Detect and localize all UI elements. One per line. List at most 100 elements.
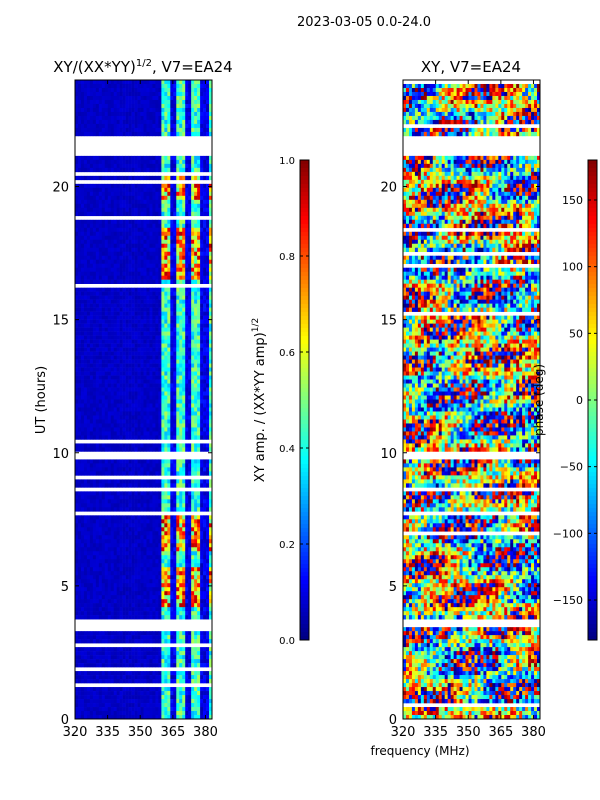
amplitude-cell	[107, 159, 112, 165]
amplitude-cell	[200, 435, 204, 440]
amplitude-cell	[185, 187, 189, 193]
amplitude-cell	[113, 107, 117, 113]
amplitude-cell	[203, 175, 207, 181]
amplitude-cell	[98, 491, 103, 496]
amplitude-cell	[152, 235, 156, 241]
amplitude-cell	[173, 523, 177, 528]
amplitude-cell	[83, 531, 88, 536]
amplitude-cell	[77, 319, 82, 324]
amplitude-cell	[170, 351, 174, 356]
amplitude-cell	[80, 547, 85, 552]
amplitude-cell	[95, 499, 100, 504]
amplitude-cell	[149, 131, 153, 137]
amplitude-cell	[140, 271, 144, 276]
amplitude-cell	[206, 235, 210, 241]
amplitude-cell	[176, 507, 180, 512]
amplitude-cell	[140, 479, 144, 484]
amplitude-cell	[158, 183, 162, 189]
amplitude-cell	[134, 187, 138, 193]
amplitude-cell	[134, 375, 138, 380]
amplitude-cell	[110, 95, 115, 101]
amplitude-cell	[146, 315, 150, 320]
amplitude-cell	[149, 195, 153, 201]
amplitude-cell	[161, 187, 165, 193]
amplitude-cell	[131, 259, 135, 265]
amplitude-cell	[122, 347, 126, 352]
amplitude-cell	[179, 471, 183, 476]
amplitude-cell	[158, 563, 162, 568]
amplitude-cell	[128, 83, 132, 89]
amplitude-cell	[107, 531, 112, 536]
amplitude-cell	[155, 547, 159, 552]
amplitude-cell	[140, 91, 144, 97]
amplitude-cell	[167, 127, 171, 133]
amplitude-cell	[149, 563, 153, 568]
amplitude-cell	[200, 227, 204, 233]
amplitude-cell	[140, 519, 144, 524]
amplitude-cell	[176, 327, 180, 332]
amplitude-cell	[164, 199, 168, 205]
amplitude-cell	[155, 335, 159, 340]
amplitude-cell	[122, 291, 126, 296]
amplitude-cell	[203, 347, 207, 352]
amplitude-cell	[200, 315, 204, 320]
amplitude-cell	[209, 371, 213, 376]
amplitude-cell	[179, 91, 183, 97]
amplitude-cell	[122, 419, 126, 424]
amplitude-cell	[194, 351, 198, 356]
amplitude-cell	[200, 459, 204, 464]
amplitude-cell	[173, 351, 177, 356]
amplitude-cell	[92, 539, 97, 544]
amplitude-cell	[185, 231, 189, 237]
amplitude-cell	[101, 191, 106, 197]
amplitude-cell	[152, 427, 156, 432]
amplitude-cell	[75, 99, 79, 105]
amplitude-cell	[101, 375, 106, 380]
amplitude-cell	[77, 491, 82, 496]
amplitude-cell	[83, 243, 88, 249]
amplitude-cell	[167, 271, 171, 276]
amplitude-cell	[203, 379, 207, 384]
amplitude-cell	[104, 307, 109, 312]
amplitude-cell	[185, 387, 189, 392]
amplitude-cell	[86, 415, 91, 420]
amplitude-cell	[170, 295, 174, 300]
amplitude-cell	[125, 551, 129, 556]
amplitude-cell	[101, 471, 106, 476]
amplitude-cell	[137, 231, 141, 237]
amplitude-cell	[75, 379, 79, 384]
amplitude-cell	[173, 507, 177, 512]
amplitude-cell	[203, 319, 207, 324]
amplitude-cell	[182, 119, 186, 125]
amplitude-cell	[167, 163, 171, 169]
amplitude-cell	[95, 251, 100, 257]
amplitude-cell	[140, 255, 144, 261]
amplitude-cell	[188, 519, 192, 524]
amplitude-cell	[146, 247, 150, 253]
amplitude-cell	[131, 163, 135, 169]
amplitude-cell	[95, 239, 100, 245]
amplitude-cell	[170, 223, 174, 229]
amplitude-cell	[146, 339, 150, 344]
amplitude-cell	[89, 267, 94, 272]
amplitude-cell	[137, 459, 141, 464]
amplitude-cell	[75, 127, 79, 133]
amplitude-cell	[86, 379, 91, 384]
amplitude-cell	[113, 319, 117, 324]
amplitude-cell	[101, 495, 106, 500]
amplitude-cell	[143, 223, 147, 229]
amplitude-cell	[173, 355, 177, 360]
amplitude-cell	[107, 375, 112, 380]
amplitude-cell	[116, 551, 120, 556]
amplitude-cell	[167, 339, 171, 344]
amplitude-cell	[182, 567, 186, 572]
amplitude-cell	[146, 303, 150, 308]
amplitude-cell	[107, 419, 112, 424]
amplitude-cell	[173, 247, 177, 253]
amplitude-cell	[191, 163, 195, 169]
amplitude-cell	[89, 119, 94, 125]
amplitude-cell	[173, 447, 177, 452]
amplitude-cell	[155, 539, 159, 544]
amplitude-cell	[77, 159, 82, 165]
amplitude-cell	[131, 539, 135, 544]
